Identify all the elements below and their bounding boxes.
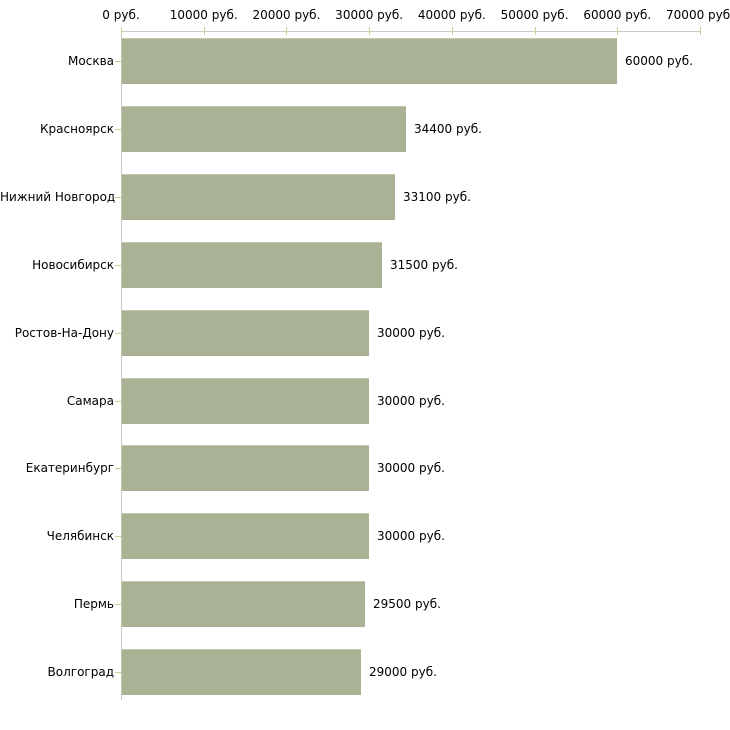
bar-value-label: 31500 руб. — [390, 257, 458, 272]
x-axis-tick-mark — [369, 27, 371, 35]
bar — [121, 38, 617, 84]
bar-value-label: 30000 руб. — [377, 529, 445, 544]
x-axis-tick-label: 30000 руб. — [335, 8, 404, 22]
bar — [121, 445, 369, 492]
category-label: Челябинск — [46, 529, 114, 544]
category-label: Волгоград — [47, 665, 114, 680]
y-axis-tick-mark — [115, 265, 121, 266]
category-label: Ростов-На-Дону — [14, 325, 114, 340]
bar-value-label: 30000 руб. — [377, 393, 445, 408]
x-axis-line — [121, 31, 700, 32]
y-axis-tick-mark — [115, 61, 121, 62]
y-axis-tick-mark — [115, 129, 121, 130]
bar — [121, 513, 369, 560]
x-axis-tick-mark — [203, 27, 205, 35]
bar-value-label: 30000 руб. — [377, 461, 445, 476]
x-axis-tick-label: 60000 руб. — [583, 8, 652, 22]
bar — [121, 377, 369, 424]
y-axis-tick-mark — [115, 672, 121, 673]
y-axis-tick-mark — [115, 536, 121, 537]
bar — [121, 581, 365, 628]
x-axis-tick-mark — [121, 27, 122, 35]
y-axis-line — [121, 31, 122, 700]
bar-value-label: 34400 руб. — [414, 121, 482, 136]
x-axis-tick-mark — [700, 27, 701, 35]
x-axis-tick-label: 50000 руб. — [500, 8, 569, 22]
x-axis-tick-label: 10000 руб. — [169, 8, 238, 22]
bar-value-label: 60000 руб. — [625, 54, 693, 68]
x-axis-tick-mark — [451, 27, 453, 35]
x-axis-tick-mark — [534, 27, 536, 35]
y-axis-tick-mark — [115, 333, 121, 334]
y-axis-tick-mark — [115, 468, 121, 469]
bar — [121, 173, 395, 220]
x-axis-tick-mark — [286, 27, 288, 35]
bar-value-label: 29500 руб. — [373, 597, 441, 612]
y-axis-tick-mark — [115, 197, 121, 198]
x-axis-tick-mark — [617, 27, 619, 35]
bar — [121, 105, 406, 152]
category-label: Новосибирск — [32, 257, 114, 272]
bar — [121, 649, 361, 696]
bar-value-label: 29000 руб. — [369, 665, 437, 680]
category-label: Нижний Новгород — [0, 189, 116, 204]
x-axis-tick-label: 20000 руб. — [252, 8, 321, 22]
category-label: Москва — [68, 54, 114, 68]
x-axis-tick-label: 0 руб. — [102, 8, 140, 22]
category-label: Екатеринбург — [25, 461, 114, 476]
x-axis-tick-label: 40000 руб. — [417, 8, 486, 22]
bar — [121, 241, 382, 288]
bar — [121, 309, 369, 356]
category-label: Самара — [66, 393, 114, 408]
bar-value-label: 30000 руб. — [377, 325, 445, 340]
bar-value-label: 33100 руб. — [403, 189, 471, 204]
category-label: Пермь — [73, 597, 114, 612]
y-axis-tick-mark — [115, 401, 121, 402]
category-label: Красноярск — [40, 121, 114, 136]
y-axis-tick-mark — [115, 604, 121, 605]
x-axis-tick-label: 70000 руб. — [666, 8, 730, 22]
